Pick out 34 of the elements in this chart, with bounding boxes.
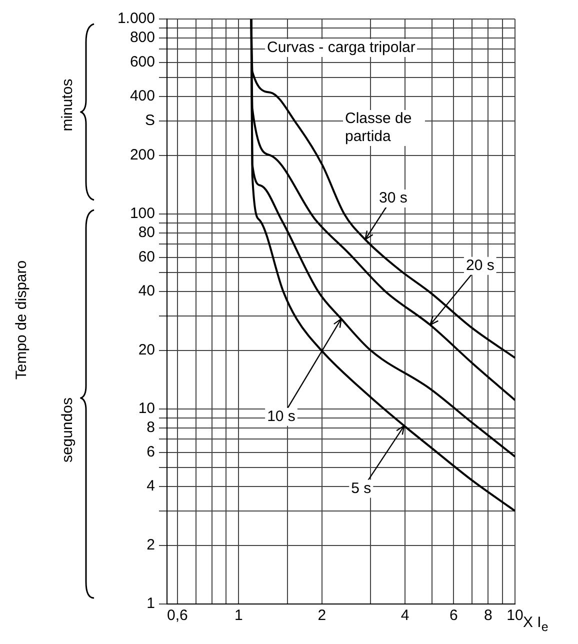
y-tick-label: 40 <box>138 282 155 300</box>
y-tick-label: 20 <box>138 341 155 358</box>
y-tick-label: 8 <box>146 419 155 436</box>
y-tick-label: 1.000 <box>117 10 155 28</box>
y-tick-label: 800 <box>130 29 155 46</box>
y-tick-label: 200 <box>130 146 155 164</box>
annotation: 20 s <box>466 257 494 274</box>
annotation: 10 s <box>267 408 296 425</box>
annotation: 30 s <box>379 190 408 207</box>
y-tick-label: 400 <box>130 88 155 105</box>
y-tick-label: 80 <box>138 224 155 242</box>
y-tick-label: 2 <box>146 536 155 554</box>
annotation: 5 s <box>351 480 372 497</box>
x-tick-label: 2 <box>318 607 326 624</box>
annotation: Curvas - carga tripolar <box>265 39 418 57</box>
x-axis-title: X I$_{e}$ <box>523 614 548 636</box>
text: minutos <box>59 78 77 132</box>
x-tick-label: 1 <box>234 607 243 624</box>
x-tick-label: 8 <box>484 607 492 624</box>
annotation: Classe de partida <box>343 110 425 146</box>
y-tick-label: S <box>144 112 155 130</box>
y-tick-label: 600 <box>130 53 155 70</box>
x-tick-label: 4 <box>400 607 410 624</box>
y-tick-label: 60 <box>138 248 155 266</box>
y-tick-label: 4 <box>146 478 155 495</box>
text: Tempo de disparo <box>13 260 31 380</box>
y-tick-label: 100 <box>130 205 155 222</box>
y-tick-label: 10 <box>138 400 155 418</box>
x-tick-label: 10 <box>506 607 524 624</box>
x-tick-label: 6 <box>450 607 458 624</box>
text: segundos <box>59 397 77 463</box>
y-tick-label: 6 <box>146 443 155 460</box>
y-tick-label: 1 <box>146 595 155 612</box>
x-tick-label: 0,6 <box>167 607 188 624</box>
